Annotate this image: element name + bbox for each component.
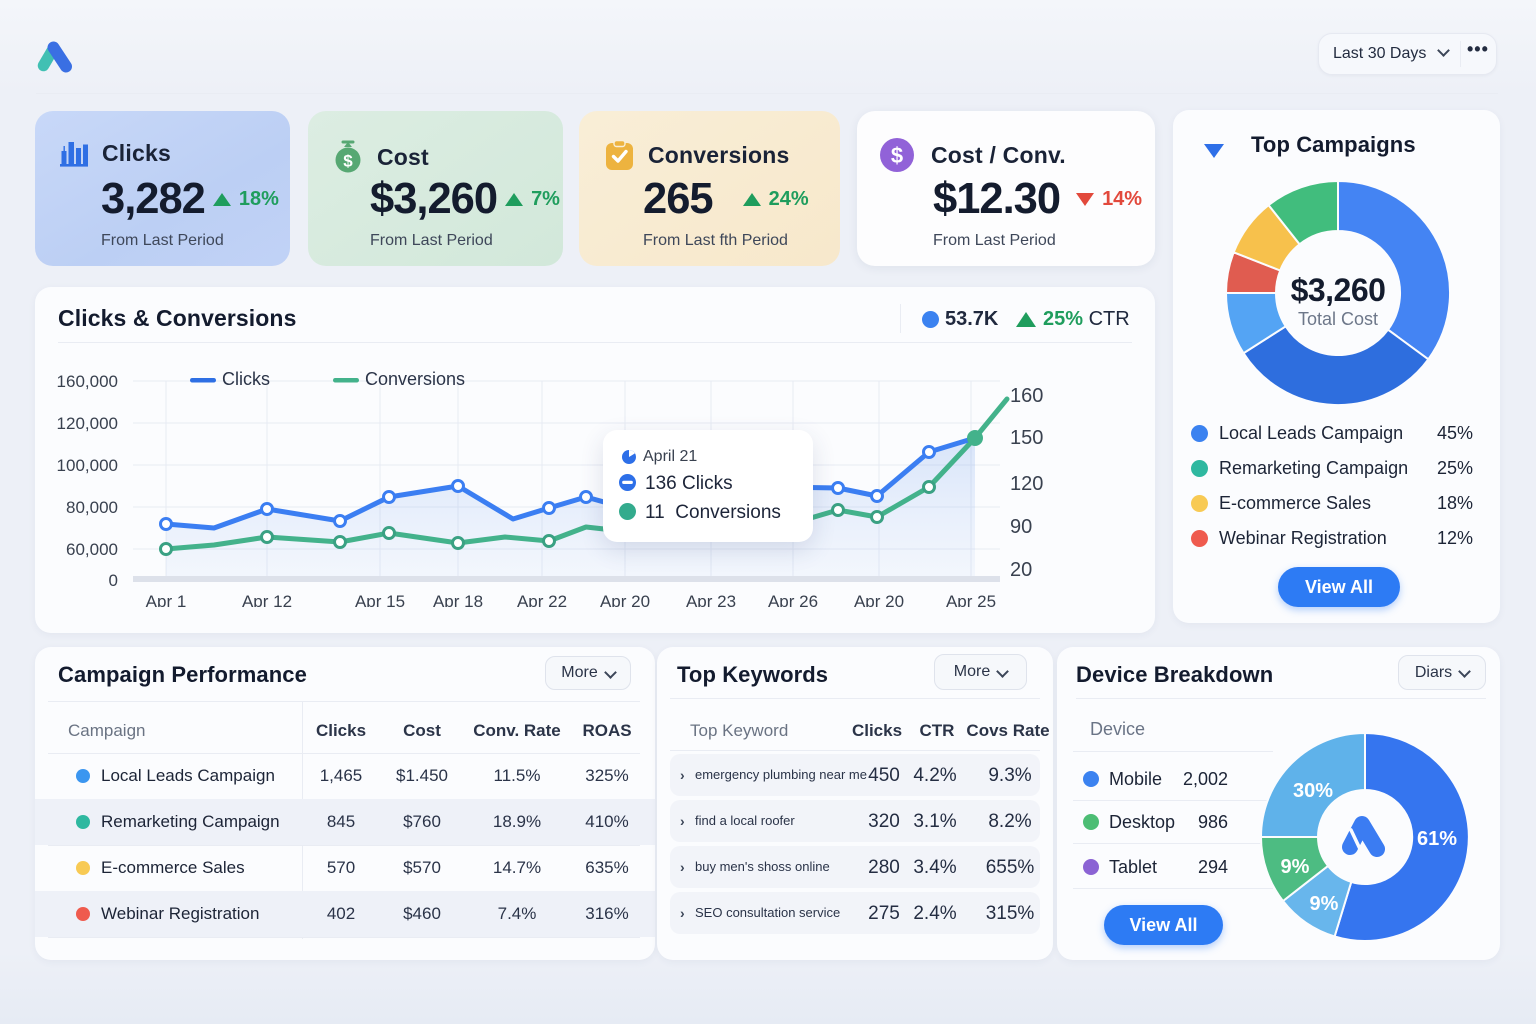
svg-text:Apr 20: Apr 20 bbox=[600, 592, 650, 607]
svg-text:9%: 9% bbox=[1281, 856, 1310, 878]
svg-text:Apr 23: Apr 23 bbox=[686, 592, 736, 607]
svg-text:$: $ bbox=[891, 143, 903, 168]
svg-text:61%: 61% bbox=[1417, 828, 1457, 850]
svg-text:0: 0 bbox=[109, 571, 118, 590]
svg-text:Apr 26: Apr 26 bbox=[768, 592, 818, 607]
svg-text:120: 120 bbox=[1010, 473, 1043, 495]
svg-text:160: 160 bbox=[1010, 385, 1043, 407]
svg-text:20: 20 bbox=[1010, 559, 1032, 581]
svg-text:60,000: 60,000 bbox=[66, 540, 118, 559]
svg-text:120,000: 120,000 bbox=[57, 414, 118, 433]
svg-text:$: $ bbox=[343, 152, 353, 171]
svg-text:Apr 12: Apr 12 bbox=[242, 592, 292, 607]
svg-text:9%: 9% bbox=[1310, 893, 1339, 915]
svg-text:30%: 30% bbox=[1293, 780, 1333, 802]
svg-text:Apr 20: Apr 20 bbox=[854, 592, 904, 607]
svg-text:Clicks: Clicks bbox=[222, 369, 270, 389]
svg-text:Apr 15: Apr 15 bbox=[355, 592, 405, 607]
svg-text:80,000: 80,000 bbox=[66, 498, 118, 517]
svg-text:90: 90 bbox=[1010, 516, 1032, 538]
svg-text:Apr 18: Apr 18 bbox=[433, 592, 483, 607]
svg-text:150: 150 bbox=[1010, 427, 1043, 449]
svg-text:Apr 22: Apr 22 bbox=[517, 592, 567, 607]
svg-text:Conversions: Conversions bbox=[365, 369, 465, 389]
svg-text:Apr 1: Apr 1 bbox=[146, 592, 187, 607]
svg-text:100,000: 100,000 bbox=[57, 456, 118, 475]
svg-text:Apr 25: Apr 25 bbox=[946, 592, 996, 607]
svg-text:160,000: 160,000 bbox=[57, 372, 118, 391]
